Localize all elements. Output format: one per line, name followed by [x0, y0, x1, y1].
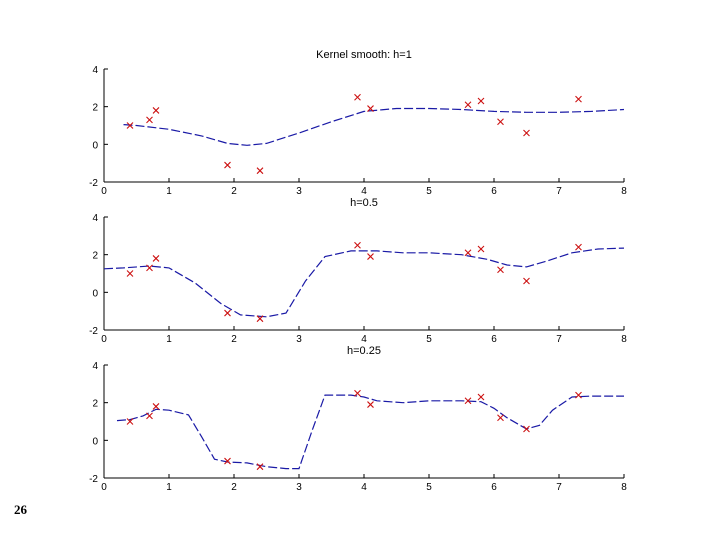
data-point-marker	[256, 315, 264, 323]
data-point-marker	[224, 309, 231, 317]
x-tick-label: 7	[556, 186, 562, 197]
data-point-marker	[146, 412, 153, 420]
y-tick-label: 4	[92, 213, 98, 224]
y-tick-label: 2	[92, 251, 98, 262]
x-tick-label: 5	[426, 186, 432, 197]
data-point-marker	[575, 391, 582, 399]
x-tick-label: 3	[296, 186, 302, 197]
data-point-marker	[152, 255, 160, 262]
y-tick-label: -2	[89, 474, 98, 485]
x-tick-label: 2	[231, 186, 237, 197]
x-tick-label: 0	[101, 482, 107, 493]
x-tick-label: 4	[361, 334, 367, 345]
smooth-curve	[116, 394, 624, 470]
data-point-marker	[497, 266, 504, 274]
data-point-marker	[146, 264, 153, 272]
x-tick-label: 5	[426, 482, 432, 493]
x-tick-label: 5	[426, 334, 432, 345]
x-tick-label: 0	[101, 334, 107, 345]
x-tick-label: 0	[101, 186, 107, 197]
data-point-marker	[477, 245, 485, 253]
data-point-marker	[126, 270, 134, 277]
data-point-marker	[464, 101, 472, 109]
x-tick-label: 7	[556, 334, 562, 345]
data-point-marker	[354, 241, 361, 249]
data-point-marker	[523, 129, 530, 137]
data-point-marker	[523, 277, 530, 285]
data-point-marker	[256, 167, 264, 175]
data-point-marker	[523, 425, 530, 433]
data-point-marker	[464, 397, 472, 405]
data-point-marker	[497, 414, 504, 422]
data-point-marker	[146, 116, 153, 124]
data-point-marker	[354, 389, 361, 397]
x-tick-label: 4	[361, 186, 367, 197]
data-point-marker	[477, 97, 485, 105]
x-tick-label: 3	[296, 482, 302, 493]
y-tick-label: 4	[92, 361, 98, 372]
data-point-marker	[224, 161, 231, 169]
y-tick-label: 0	[92, 140, 98, 151]
data-point-marker	[152, 107, 160, 114]
x-tick-label: 8	[621, 482, 627, 493]
y-tick-label: 4	[92, 65, 98, 76]
data-point-marker	[126, 122, 134, 129]
data-point-marker	[126, 418, 134, 425]
data-point-marker	[256, 463, 264, 471]
subplot-title: h=0.5	[350, 197, 378, 209]
data-point-marker	[464, 249, 472, 257]
data-point-marker	[477, 393, 485, 401]
x-tick-label: 7	[556, 482, 562, 493]
x-tick-label: 6	[491, 186, 497, 197]
x-tick-label: 8	[621, 334, 627, 345]
slide-number: 26	[14, 502, 27, 517]
x-tick-label: 4	[361, 482, 367, 493]
data-point-marker	[367, 253, 374, 260]
data-point-marker	[152, 403, 160, 410]
x-tick-label: 3	[296, 334, 302, 345]
x-tick-label: 2	[231, 334, 237, 345]
data-point-marker	[354, 93, 361, 101]
data-point-marker	[367, 401, 374, 408]
y-tick-label: 0	[92, 436, 98, 447]
smooth-curve	[103, 247, 625, 318]
subplot-title: h=0.25	[347, 345, 381, 357]
x-tick-label: 6	[491, 334, 497, 345]
y-tick-label: 2	[92, 103, 98, 114]
subplot-title: Kernel smooth: h=1	[316, 49, 412, 61]
data-point-marker	[575, 243, 582, 251]
data-point-marker	[367, 105, 374, 112]
y-tick-label: -2	[89, 326, 98, 337]
data-point-marker	[224, 457, 231, 465]
data-point-marker	[575, 95, 582, 103]
x-tick-label: 1	[166, 482, 172, 493]
x-tick-label: 8	[621, 186, 627, 197]
data-point-marker	[497, 118, 504, 126]
x-tick-label: 6	[491, 482, 497, 493]
x-tick-label: 1	[166, 334, 172, 345]
x-tick-label: 1	[166, 186, 172, 197]
x-tick-label: 2	[231, 482, 237, 493]
y-tick-label: -2	[89, 178, 98, 189]
y-tick-label: 0	[92, 288, 98, 299]
smooth-curve	[123, 107, 625, 146]
y-tick-label: 2	[92, 399, 98, 410]
